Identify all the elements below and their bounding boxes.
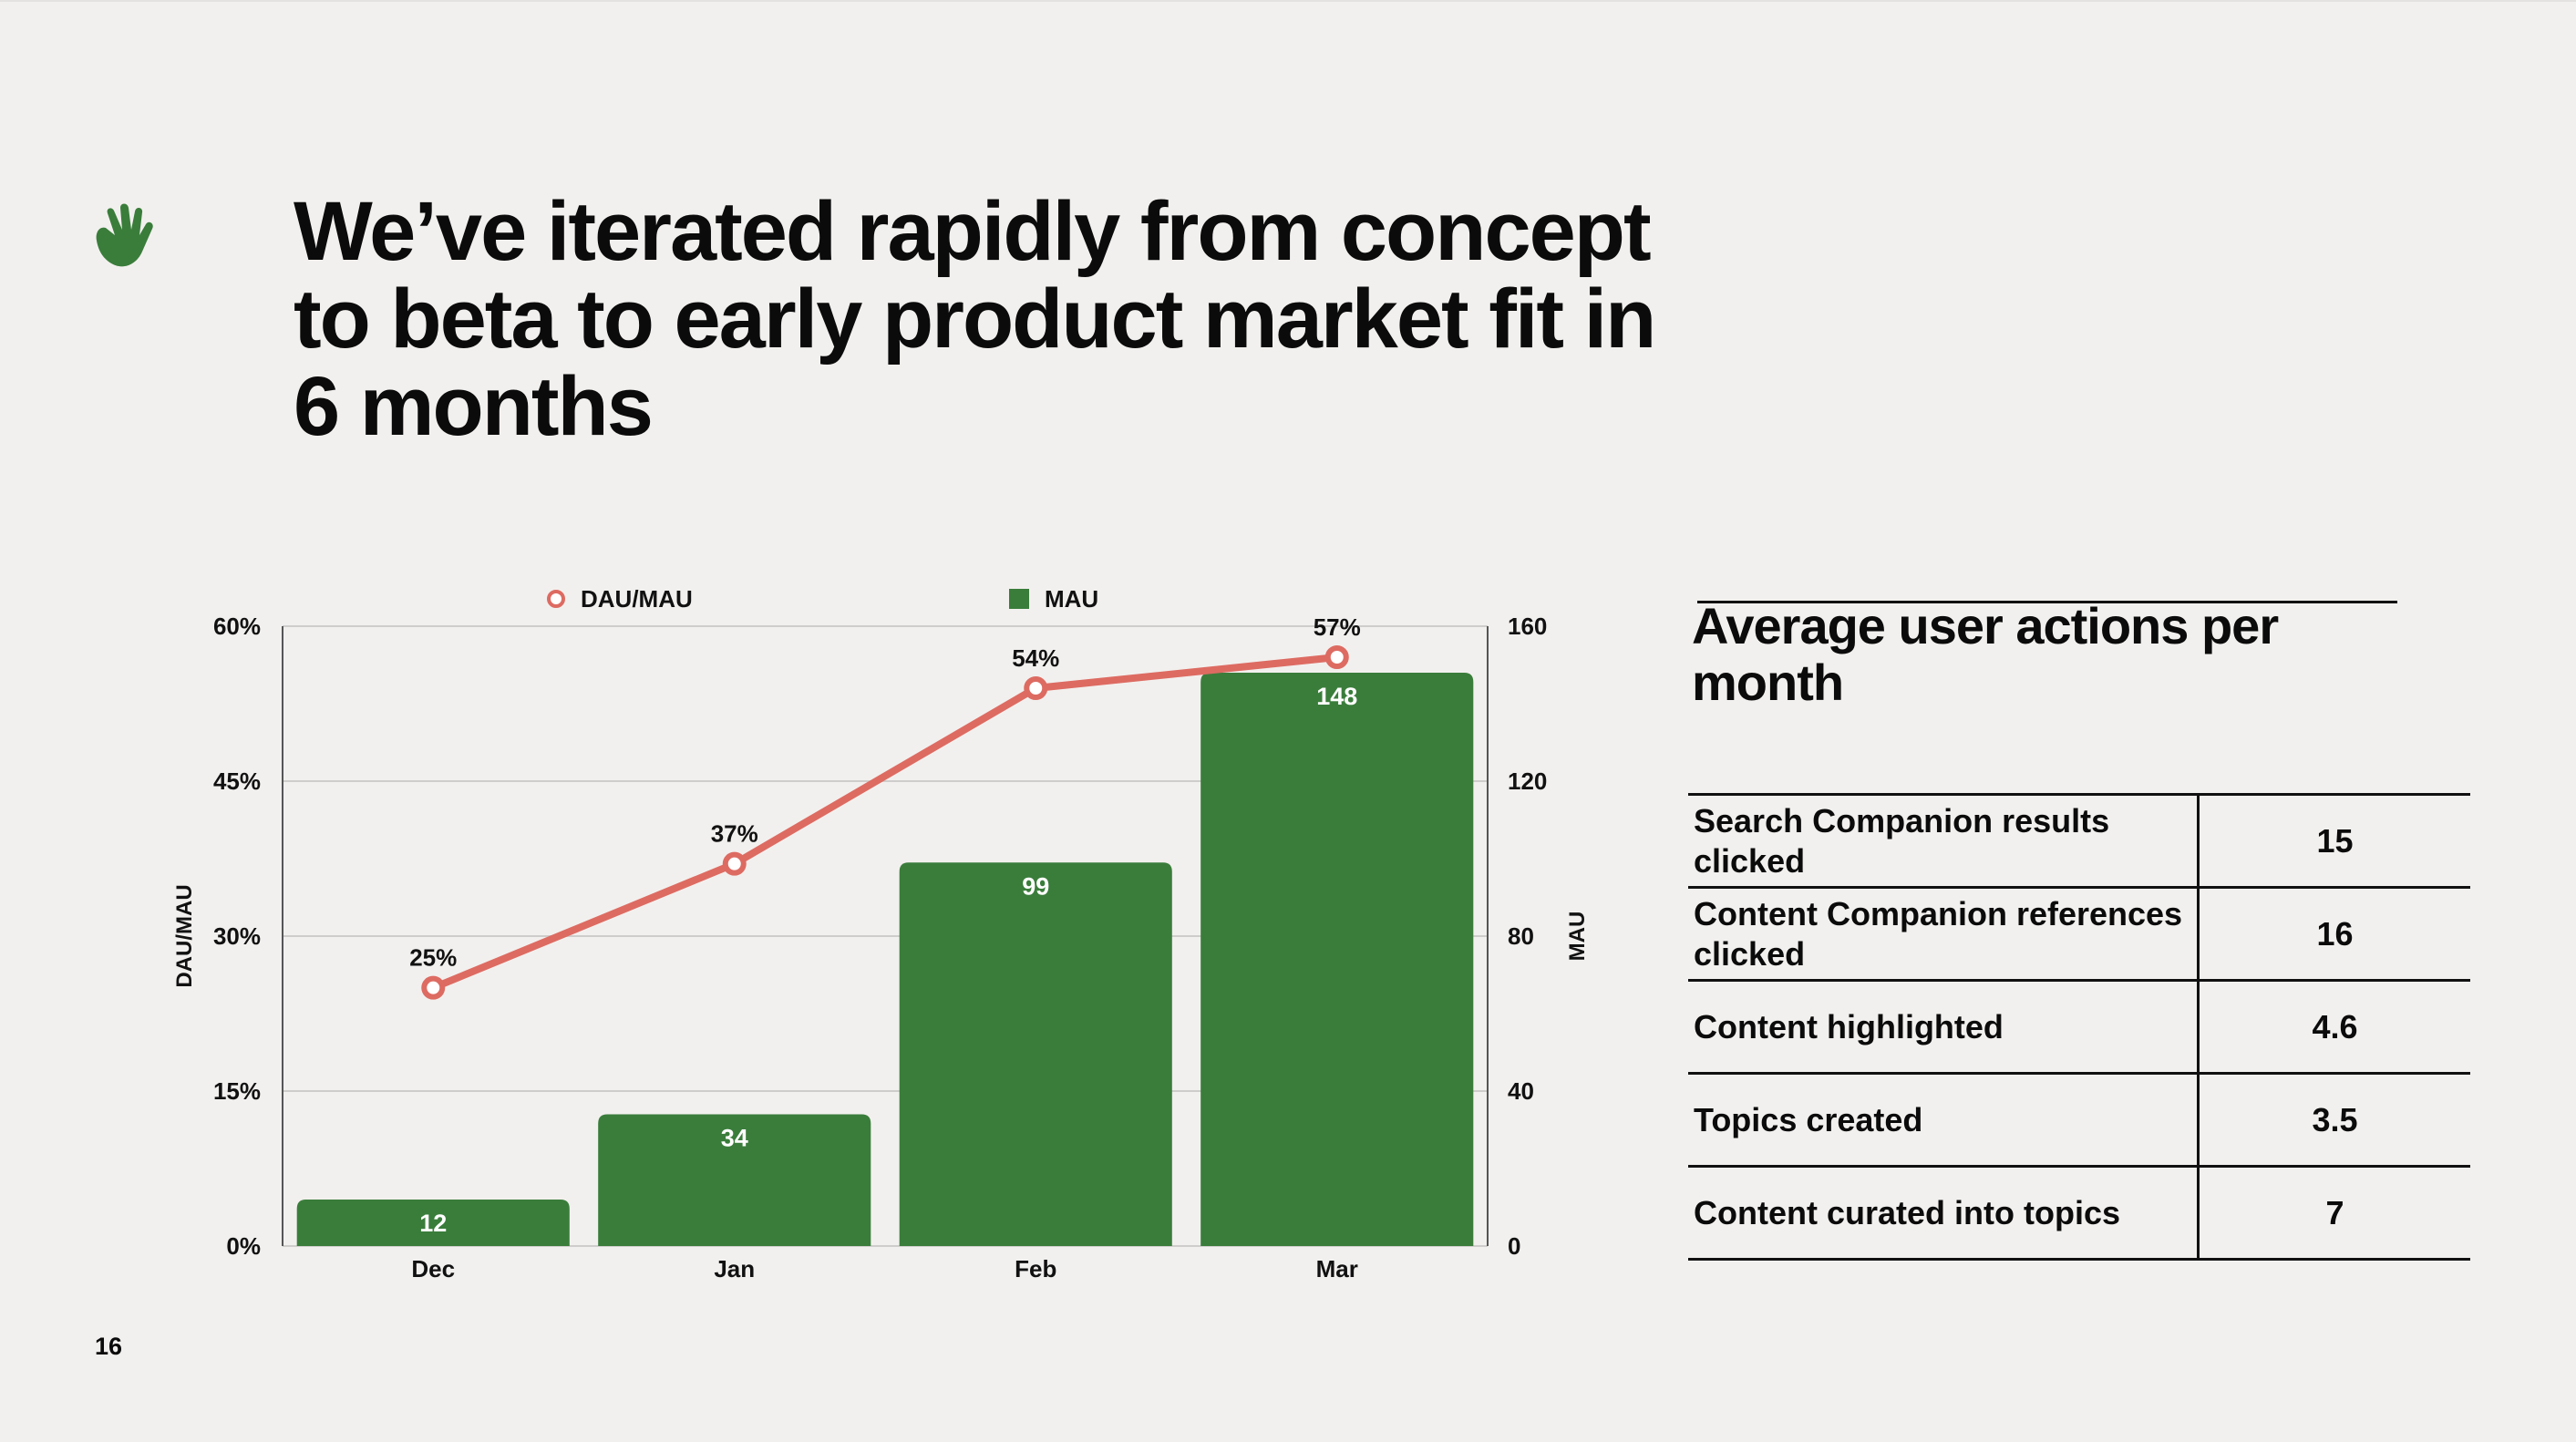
action-value: 4.6 bbox=[2198, 979, 2470, 1075]
legend-swatch-mau bbox=[1009, 589, 1029, 609]
y-tick-label: 60% bbox=[213, 613, 261, 640]
y-tick-label: 0% bbox=[226, 1232, 261, 1260]
y2-tick-label: 0 bbox=[1508, 1232, 1520, 1260]
y2-tick-label: 80 bbox=[1508, 922, 1534, 950]
point-value-label: 37% bbox=[711, 820, 758, 848]
y2-tick-label: 40 bbox=[1508, 1077, 1534, 1105]
line-point bbox=[1324, 645, 1349, 669]
line-dau-mau bbox=[431, 654, 1338, 992]
point-value-label: 54% bbox=[1012, 644, 1059, 672]
bar-mau bbox=[899, 862, 1172, 1246]
line-point bbox=[421, 975, 446, 1000]
action-value: 7 bbox=[2198, 1165, 2470, 1261]
table-row: Content Companion references clicked 16 bbox=[1688, 886, 2470, 982]
bar-mau bbox=[1200, 673, 1474, 1246]
action-value: 16 bbox=[2198, 886, 2470, 982]
page-number: 16 bbox=[95, 1333, 123, 1360]
action-label: Content curated into topics bbox=[1688, 1165, 2200, 1261]
bar-value-label: 34 bbox=[721, 1125, 748, 1152]
x-tick-label: Jan bbox=[714, 1255, 755, 1282]
bar-value-label: 12 bbox=[419, 1210, 447, 1237]
legend-label-dau-mau: DAU/MAU bbox=[581, 585, 693, 613]
bar-value-label: 99 bbox=[1022, 872, 1049, 900]
bar-mau bbox=[296, 1200, 570, 1246]
action-value: 15 bbox=[2198, 793, 2470, 889]
waving-hand-icon bbox=[96, 203, 153, 267]
actions-panel-title: Average user actions per month bbox=[1692, 597, 2279, 711]
action-label: Search Companion results clicked bbox=[1688, 793, 2200, 889]
action-label: Content highlighted bbox=[1688, 979, 2200, 1075]
x-tick-label: Dec bbox=[411, 1255, 455, 1282]
point-value-label: 25% bbox=[409, 944, 457, 972]
action-label: Content Companion references clicked bbox=[1688, 886, 2200, 982]
action-value: 3.5 bbox=[2198, 1072, 2470, 1168]
point-value-label: 57% bbox=[1314, 613, 1361, 641]
table-row: Content highlighted 4.6 bbox=[1688, 979, 2470, 1075]
line-point bbox=[722, 851, 747, 876]
bar-mau bbox=[598, 1114, 871, 1246]
dau-mau-chart: 0% 15% 30% 45% 60% 0 40 80 120 160 DAU/MAU MAU 12 34 9… bbox=[172, 585, 1590, 1282]
y-tick-label: 15% bbox=[213, 1077, 261, 1105]
x-tick-label: Mar bbox=[1316, 1255, 1358, 1282]
y-tick-label: 45% bbox=[213, 767, 261, 795]
table-row: Topics created 3.5 bbox=[1688, 1072, 2470, 1168]
table-row: Content curated into topics 7 bbox=[1688, 1165, 2470, 1261]
actions-table: Search Companion results clicked 15 Conten… bbox=[1688, 793, 2470, 1261]
top-divider bbox=[0, 0, 2576, 2]
action-label: Topics created bbox=[1688, 1072, 2200, 1168]
legend-label-mau: MAU bbox=[1045, 585, 1098, 613]
slide-title: We’ve iterated rapidly from concept to b… bbox=[294, 185, 1656, 453]
y2-tick-label: 120 bbox=[1508, 767, 1547, 795]
y-tick-label: 30% bbox=[213, 922, 261, 950]
y2-axis-title: MAU bbox=[1565, 912, 1590, 962]
y-axis-title: DAU/MAU bbox=[172, 884, 197, 987]
panel-top-rule bbox=[1697, 601, 2397, 603]
bar-value-label: 148 bbox=[1316, 683, 1357, 710]
table-row: Search Companion results clicked 15 bbox=[1688, 793, 2470, 889]
x-tick-label: Feb bbox=[1015, 1255, 1056, 1282]
legend-swatch-dau-mau bbox=[547, 590, 565, 608]
y2-tick-label: 160 bbox=[1508, 613, 1547, 640]
line-point bbox=[1024, 676, 1048, 700]
